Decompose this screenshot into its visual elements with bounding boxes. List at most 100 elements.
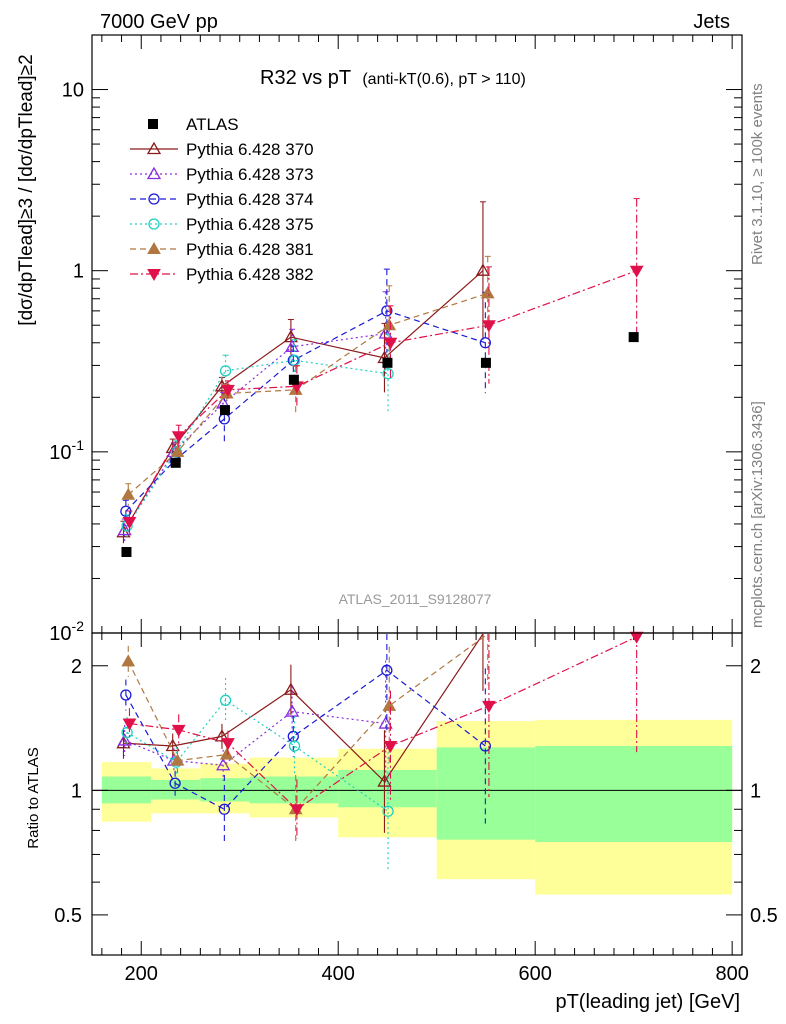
y-tick-base: 10 [49,623,71,645]
data-point [170,444,185,457]
band-green [338,769,437,808]
x-tick-label: 800 [715,963,748,985]
atlas-points [121,332,639,557]
data-point [383,337,398,350]
x-axis-label: pT(leading jet) [GeV] [555,991,740,1013]
energy-label: 7000 GeV pp [100,11,218,33]
legend-marker [148,119,158,129]
ratio-frame [91,632,743,956]
rivet-label: Rivet 3.1.10, ≥ 100k events [749,83,766,265]
legend-marker [148,193,160,205]
data-point [482,320,496,333]
ratio-panel: 200 400 600 800 2 2 1 1 0.5 0.5 Ratio to ATLAS [25,631,778,985]
chart-title: R32 vs pT (anti-kT(0.6), pT > 110) [260,67,526,89]
ratio-tick-label-right: 0.5 [750,905,778,927]
atlas-point [288,374,299,385]
legend-marker [148,218,160,230]
ratio-point [284,704,300,717]
data-point [475,263,491,276]
ratio-point [221,738,235,751]
atlas-point [121,546,132,557]
legend-label: Pythia 6.428 373 [186,165,314,184]
legend-label: Pythia 6.428 375 [186,215,314,234]
ratio-point [219,747,234,760]
data-point [122,516,137,529]
data-point [121,487,136,500]
data-point [171,431,186,444]
ratio-point [283,682,299,695]
ratio-point [290,804,304,817]
ratio-point [218,803,231,815]
ratio-point [629,631,644,644]
y-tick-label: 10-1 [49,437,84,464]
series-line [125,310,486,512]
y-tick-exp: -2 [72,618,85,634]
ratio-axes: 200 400 600 800 2 2 1 1 0.5 0.5 [54,633,778,985]
ratio-point [383,740,398,753]
series-pythia-6.428-373 [117,291,393,542]
legend-marker [147,269,161,282]
jets-label: Jets [693,11,730,33]
legend-label: Pythia 6.428 381 [186,240,314,259]
ratio-line [127,633,489,811]
y-tick-base: 10 [49,442,71,464]
legend-label: Pythia 6.428 374 [186,190,314,209]
data-point [480,286,495,299]
ratio-point [122,718,137,731]
atlas-point [628,332,639,343]
ratio-series [116,631,644,871]
ratio-point [381,664,393,676]
ratio-tick-label-right: 1 [750,780,761,802]
ratio-point [120,689,132,701]
ratio-tick-label-left: 1 [71,780,82,802]
legend-label: ATLAS [186,115,239,134]
legend-marker [147,241,161,254]
data-point [629,265,644,278]
y-tick-label: 10 [62,80,84,102]
data-point [479,337,491,349]
y-tick-label: 1 [73,261,84,283]
atlas-point [170,457,181,468]
series-pythia-6.428-375 [121,333,394,537]
legend-label: Pythia 6.428 370 [186,140,314,159]
ratio-point [121,726,133,739]
ratio-line [123,633,484,783]
ratio-point [288,740,301,752]
data-point [117,522,132,536]
series-line [126,359,389,527]
chart-title-main: R32 vs pT [260,67,351,89]
ratio-point [171,724,186,737]
series-pythia-6.428-374 [120,268,491,523]
data-point [283,329,299,343]
legend: ATLAS Pythia 6.428 370 Pythia 6.428 373 Pyt… [130,115,314,284]
chart-title-sub: (anti-kT(0.6), pT > 110) [362,71,525,88]
main-series [116,198,644,557]
atlas-point [480,357,491,368]
ratio-point [169,777,181,789]
ratio-band [92,719,742,895]
ratio-point [117,733,132,746]
y-tick-exp: -1 [72,437,85,453]
ratio-point [382,698,397,711]
x-tick-label: 200 [125,963,158,985]
y-axis-label: [dσ/dpTlead]≥3 / [dσ/dpTlead]≥2 [16,54,37,325]
ratio-point [378,716,393,729]
mcplots-label: mcplots.cern.ch [arXiv:1306.3436] [749,401,766,628]
ratio-tick-label-left: 0.5 [54,905,82,927]
legend-label: Pythia 6.428 382 [186,265,314,284]
x-tick-label: 400 [322,963,355,985]
watermark: ATLAS_2011_S9128077 [339,591,492,607]
atlas-point [219,405,230,416]
ratio-point [377,774,392,787]
ratio-axis-label: Ratio to ATLAS [25,747,42,848]
atlas-point [382,357,393,368]
ratio-line [126,699,389,812]
ratio-series-5 [122,631,644,840]
legend-marker [146,141,162,155]
ratio-tick-label-left: 2 [71,656,82,678]
data-point [382,318,397,331]
data-point [219,365,232,377]
data-point [221,384,235,397]
